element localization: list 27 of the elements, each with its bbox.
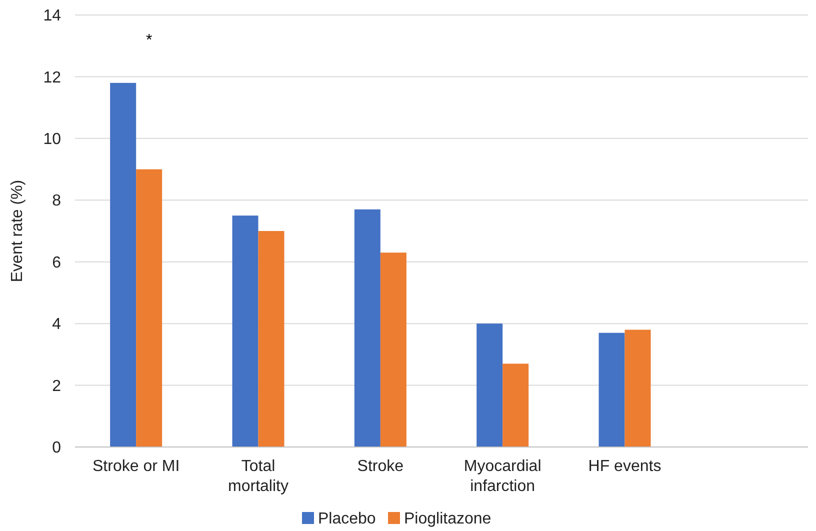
bar [232, 216, 258, 447]
bar [354, 209, 380, 447]
legend-label: Placebo [318, 510, 376, 528]
bar [136, 169, 162, 447]
bar [258, 231, 284, 447]
y-tick-label: 12 [43, 69, 62, 86]
x-tick-label: Myocardial infarction [464, 458, 542, 495]
x-tick-label: Stroke or MI [92, 458, 180, 475]
annotation: * [146, 32, 152, 49]
x-tick-label: HF events [588, 458, 662, 475]
legend-label: Pioglitazone [404, 510, 492, 528]
bar [502, 364, 529, 447]
y-tick-label: 6 [52, 254, 62, 272]
bar [380, 252, 406, 447]
bar [598, 332, 625, 447]
x-tick-label: Total mortality [228, 458, 288, 495]
bar [110, 82, 136, 447]
y-tick-label: 14 [43, 8, 62, 25]
x-tick-label: Stroke [357, 458, 404, 475]
y-tick-label: 0 [52, 440, 62, 457]
y-tick-label: 2 [52, 378, 62, 395]
y-tick-label: 8 [52, 192, 62, 210]
y-tick-label: 4 [52, 316, 62, 334]
bar [624, 330, 651, 447]
y-axis-title: Event rate (%) [9, 180, 26, 282]
y-tick-label: 10 [43, 131, 62, 148]
bar [476, 324, 503, 447]
